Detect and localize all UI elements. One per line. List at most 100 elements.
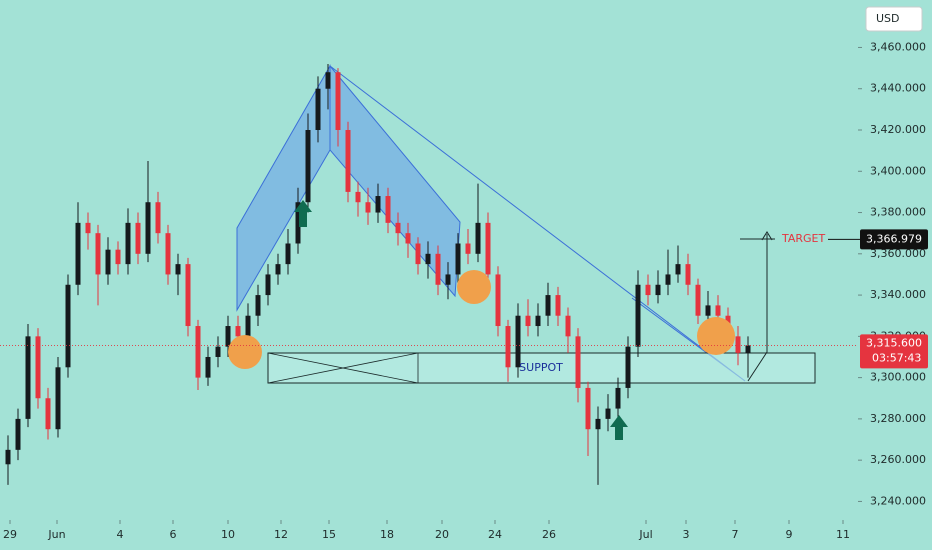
candle-body — [455, 243, 461, 275]
candle-body — [565, 315, 571, 337]
candle-body — [145, 202, 151, 254]
candle-body — [465, 243, 471, 254]
countdown: 03:57:43 — [872, 351, 921, 364]
candle-body — [35, 336, 41, 399]
candle-body — [135, 222, 141, 254]
candle-body — [265, 274, 271, 296]
candle-body — [675, 264, 681, 275]
y-tick-label: 3,420.000 — [870, 123, 926, 136]
candle-body — [635, 284, 641, 347]
candle-body — [445, 274, 451, 285]
candle-body — [575, 336, 581, 388]
candle-body — [5, 449, 11, 465]
candle-body — [155, 202, 161, 234]
x-tick-label: Jul — [638, 528, 652, 541]
candle-body — [655, 284, 661, 296]
y-tick-label: 3,280.000 — [870, 412, 926, 425]
up-arrow — [294, 200, 312, 227]
trend-line — [329, 65, 746, 382]
candle-body — [105, 249, 111, 275]
x-tick-label: 7 — [732, 528, 739, 541]
y-tick-label: 3,440.000 — [870, 82, 926, 95]
candle-body — [285, 243, 291, 265]
candle-body — [295, 202, 301, 244]
currency-box — [865, 6, 923, 32]
y-tick-label: 3,260.000 — [870, 453, 926, 466]
candle-body — [745, 345, 751, 353]
candle-body — [275, 264, 281, 275]
support-zone — [267, 352, 816, 384]
candle-body — [415, 243, 421, 265]
candle-body — [605, 408, 611, 419]
candle-body — [535, 315, 541, 327]
candle-body — [515, 315, 521, 368]
falling-channel — [329, 64, 461, 298]
support-zone-box — [267, 352, 419, 384]
candle-body — [165, 233, 171, 275]
y-tick-label: 3,240.000 — [870, 494, 926, 507]
x-tick-label: 4 — [117, 528, 124, 541]
candle-body — [215, 346, 221, 357]
target-arrow-head — [761, 231, 773, 241]
last-price-box — [860, 334, 928, 369]
candle-body — [315, 88, 321, 130]
candle-body — [45, 398, 51, 430]
y-tick-label: 3,300.000 — [870, 371, 926, 384]
candle-body — [665, 274, 671, 285]
candle-body — [305, 130, 311, 203]
candle-body — [25, 336, 31, 419]
candle-body — [385, 196, 391, 223]
highlight-circle — [697, 317, 735, 355]
x-tick-label: 29 — [3, 528, 17, 541]
candle-body — [175, 264, 181, 275]
x-tick-label: 11 — [836, 528, 850, 541]
candles — [5, 63, 751, 485]
up-arrow — [610, 415, 628, 440]
candle-body — [705, 305, 711, 316]
candle-body — [375, 196, 381, 213]
highlight-circle — [457, 270, 491, 304]
candle-body — [585, 387, 591, 430]
candle-body — [595, 418, 601, 430]
candle-body — [335, 72, 341, 130]
support-label: SUPPOT — [519, 361, 563, 374]
y-tick-label: 3,380.000 — [870, 206, 926, 219]
candle-body — [205, 356, 211, 378]
candle-body — [95, 233, 101, 275]
candle-body — [365, 202, 371, 213]
x-tick-label: 10 — [221, 528, 235, 541]
currency: USD — [876, 12, 900, 25]
candle-body — [225, 326, 231, 347]
target-label: TARGET — [781, 232, 826, 245]
last-price-label: 3,315.600 — [866, 336, 922, 349]
candle-body — [115, 249, 121, 265]
candle-body — [505, 326, 511, 368]
candle-body — [395, 222, 401, 234]
x-tick-label: 24 — [488, 528, 502, 541]
candle-body — [55, 367, 61, 430]
candle-body — [85, 222, 91, 234]
x-tick-label: 9 — [786, 528, 793, 541]
x-tick-label: 3 — [683, 528, 690, 541]
candle-body — [435, 253, 441, 285]
candle-body — [525, 315, 531, 327]
x-tick-label: 18 — [380, 528, 394, 541]
candle-body — [75, 222, 81, 285]
candle-body — [485, 222, 491, 275]
x-tick-label: 12 — [274, 528, 288, 541]
support-zone-cross — [267, 352, 419, 384]
y-tick-label: 3,360.000 — [870, 247, 926, 260]
target-price-label: 3,366.979 — [866, 232, 922, 245]
candle-body — [195, 326, 201, 378]
candle-body — [625, 346, 631, 388]
highlight-circle — [228, 335, 262, 369]
candle-body — [495, 274, 501, 327]
candle-body — [65, 284, 71, 368]
candle-body — [645, 284, 651, 296]
y-tick-label: 3,460.000 — [870, 40, 926, 53]
candle-body — [325, 72, 331, 89]
y-tick-label: 3,400.000 — [870, 164, 926, 177]
candle-body — [15, 418, 21, 450]
